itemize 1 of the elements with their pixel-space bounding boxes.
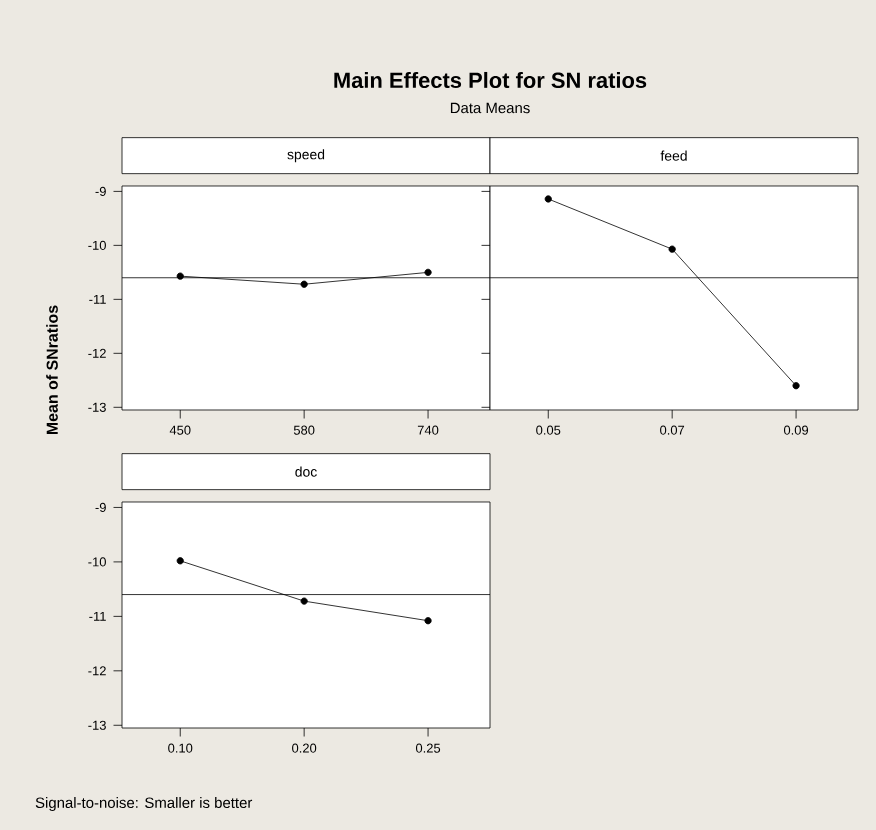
text: Main Effects Plot for SN ratios <box>334 71 647 89</box>
